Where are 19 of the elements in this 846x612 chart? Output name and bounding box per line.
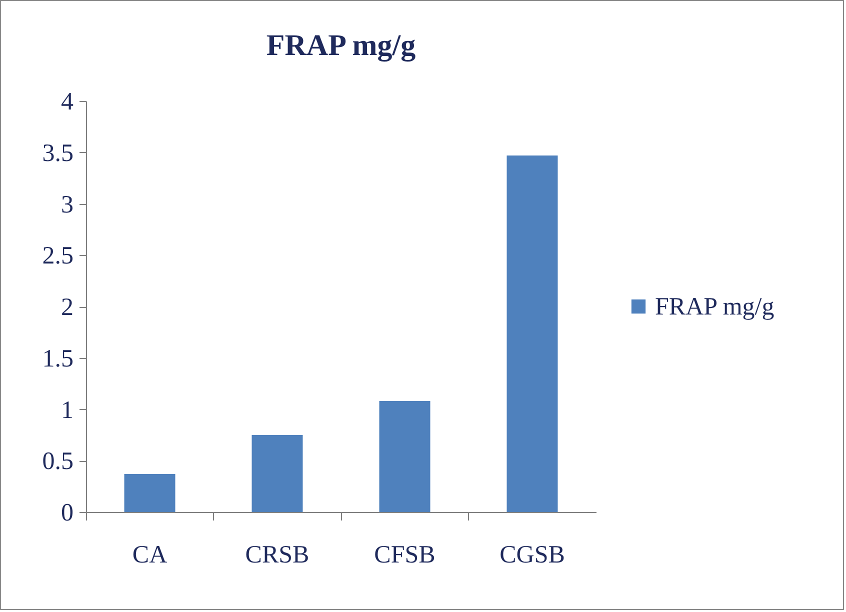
bar	[506, 155, 558, 512]
y-tick-label: 0	[61, 500, 74, 526]
y-tick-label: 4	[61, 88, 74, 116]
bar	[124, 474, 176, 512]
legend-label: FRAP mg/g	[655, 294, 775, 320]
x-tick-label: CFSB	[374, 542, 436, 568]
y-tick-label: 1	[61, 396, 74, 424]
y-tick-label: 3	[61, 191, 74, 218]
x-tick-label: CRSB	[245, 542, 310, 568]
y-tick-label: 2	[61, 294, 74, 321]
chart-title: FRAP mg/g	[266, 29, 416, 62]
x-tick-label: CA	[132, 542, 168, 568]
x-tick-label: CGSB	[500, 542, 565, 568]
y-tick-label: 2.5	[42, 242, 74, 270]
bar	[379, 401, 430, 512]
bar	[252, 434, 303, 512]
y-tick-label: 3.5	[42, 140, 74, 167]
y-tick-label: 1.5	[42, 345, 74, 372]
y-tick-label: 0.5	[42, 448, 74, 476]
